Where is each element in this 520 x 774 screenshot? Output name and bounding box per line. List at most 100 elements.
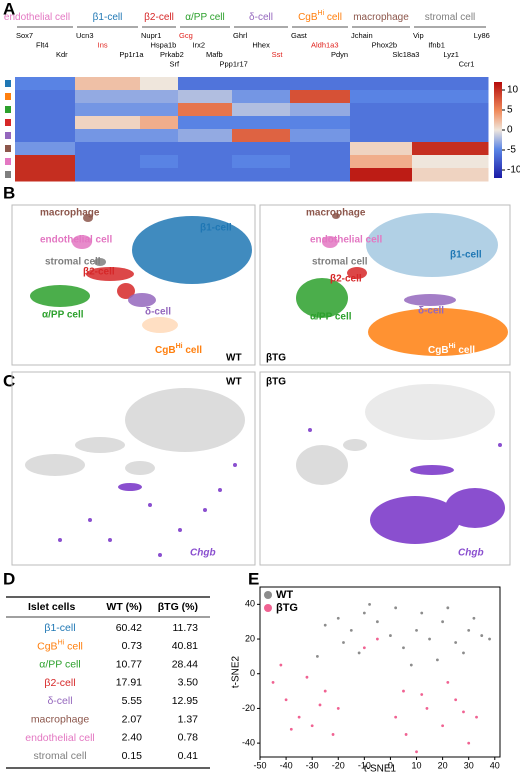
cluster-label: stromal cell — [45, 257, 101, 268]
heatmap-cell — [412, 116, 489, 130]
y-tick-label: -40 — [242, 737, 255, 747]
heatmap-cell — [412, 90, 489, 104]
heatmap-cell — [140, 155, 179, 169]
cluster-header: β2-cell — [144, 12, 174, 23]
point — [415, 628, 418, 632]
x-tick-label: 10 — [412, 760, 422, 770]
point — [279, 663, 283, 667]
point — [349, 628, 353, 632]
heatmap-cell — [232, 168, 291, 182]
cluster-name: macrophage — [353, 12, 409, 23]
cell-dot — [108, 538, 112, 542]
heatmap-cell — [232, 155, 291, 169]
point — [462, 651, 465, 655]
row-color-key — [5, 80, 11, 87]
row-label-text: δ-cell — [47, 695, 72, 707]
row-label-text: β2-cell — [44, 677, 75, 689]
table-cell: 0.73 — [122, 640, 143, 652]
row-color-key — [5, 119, 11, 126]
cluster-blob — [366, 213, 498, 277]
cell-blob — [25, 454, 85, 476]
colorbar-tick-label: 10 — [507, 85, 519, 96]
y-tick-label: 0 — [250, 668, 255, 678]
table-header: WT (%) — [106, 601, 142, 613]
heatmap-cell — [412, 103, 489, 117]
cluster-blob — [72, 235, 92, 249]
table-row-label: CgBHi cell — [37, 639, 83, 652]
cluster-name: α/PP cell — [185, 12, 225, 23]
heatmap-cell — [290, 103, 351, 117]
point — [467, 741, 471, 745]
cluster-name: β1-cell — [93, 12, 123, 23]
gene-label: Kdr — [56, 50, 68, 59]
gene-label: Ucn3 — [76, 31, 94, 40]
row-color-key — [5, 158, 11, 165]
table-header: Islet cells — [28, 601, 75, 613]
table-row-label: macrophage — [31, 713, 90, 725]
row-label-tail: cell — [64, 640, 83, 652]
heatmap-cell — [178, 103, 233, 117]
colorbar-tick-label: -10 — [507, 165, 520, 176]
heatmap-cell — [178, 129, 233, 143]
cluster-blob — [347, 267, 367, 279]
cluster-blob — [94, 258, 106, 266]
colorbar-tick-label: -5 — [507, 145, 516, 156]
heatmap-cell — [140, 90, 179, 104]
cluster-label: α/PP cell — [310, 312, 352, 323]
cluster-label: stromal cell — [312, 257, 368, 268]
gene-label: Ly86 — [474, 31, 490, 40]
cluster-header: endothelial cell — [4, 12, 70, 23]
y-tick-label: 40 — [245, 599, 255, 609]
cell-dot — [203, 508, 207, 512]
panel-label: C — [3, 371, 15, 390]
table-cell: 28.44 — [172, 658, 198, 670]
heatmap-cell — [412, 77, 489, 91]
table-cell: 2.40 — [122, 732, 143, 744]
cell-blob — [410, 465, 454, 475]
cluster-blob — [142, 317, 178, 333]
table-cell: 3.50 — [178, 677, 199, 689]
point — [342, 641, 345, 644]
x-tick-label: -20 — [332, 760, 345, 770]
heatmap-cell — [290, 90, 351, 104]
point — [402, 646, 405, 650]
heatmap-cell — [232, 129, 291, 143]
heatmap-cell — [412, 142, 489, 156]
group-label: WT — [226, 377, 242, 388]
gene-label: Sst — [272, 50, 284, 59]
plot-frame — [259, 371, 511, 566]
cell-dot — [178, 528, 182, 532]
group-label: WT — [226, 353, 242, 364]
table-cell: 12.95 — [172, 695, 198, 707]
row-label-text: CgB — [37, 640, 57, 652]
heatmap-cell — [350, 168, 413, 182]
cluster-label: δ-cell — [145, 307, 171, 318]
gene-label: Phox2b — [372, 40, 397, 49]
panel-label: A — [3, 0, 15, 18]
cluster-header: stromal cell — [425, 12, 476, 23]
point — [462, 710, 465, 714]
x-tick-label: -30 — [306, 760, 319, 770]
table-cell: 1.37 — [178, 713, 199, 725]
row-label-text: endothelial cell — [25, 732, 94, 744]
table-row-label: β1-cell — [44, 622, 75, 634]
plot-frame — [259, 204, 511, 366]
heatmap-cell — [350, 142, 413, 156]
heatmap-cell — [140, 168, 179, 182]
cell-blob — [125, 388, 245, 452]
gene-label: Jchain — [351, 31, 373, 40]
point — [305, 675, 309, 679]
cell-dot — [88, 518, 92, 522]
table-cell: 5.55 — [122, 695, 143, 707]
table-cell: 0.78 — [178, 732, 199, 744]
gene-label: Ppp1r17 — [220, 59, 248, 68]
cluster-label: α/PP cell — [42, 310, 84, 321]
plot-frame — [11, 204, 256, 366]
heatmap-cell — [232, 142, 291, 156]
gene-label: Prkab2 — [160, 50, 184, 59]
cluster-header: β1-cell — [93, 12, 123, 23]
heatmap-cell — [290, 77, 351, 91]
point — [441, 724, 445, 728]
heatmap-cell — [15, 103, 76, 117]
